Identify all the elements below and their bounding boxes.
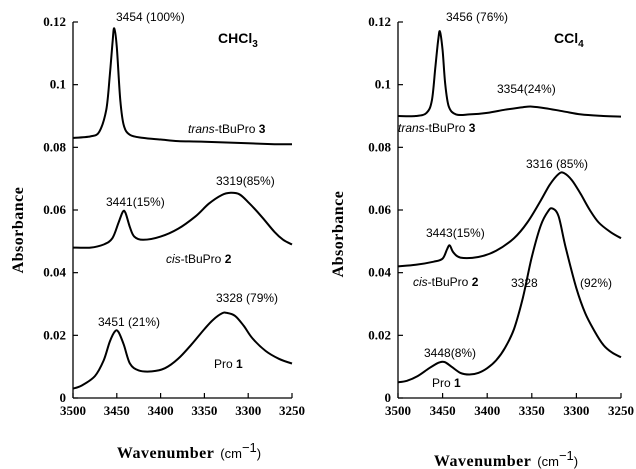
x-axis-title: Wavenumber (cm−1) xyxy=(434,448,578,469)
peak-label-3456: 3456 (76%) xyxy=(446,10,508,24)
series-label-trans-tbupro-3: trans-tBuPro 3 xyxy=(398,121,476,135)
panel-title: CHCl3 xyxy=(218,30,258,50)
y-tick-label: 0.08 xyxy=(43,139,66,154)
y-tick-label: 0.1 xyxy=(50,77,66,92)
x-tick-label: 3500 xyxy=(60,403,86,418)
x-tick-label: 3250 xyxy=(279,403,305,418)
x-tick-label: 3500 xyxy=(385,403,411,418)
series-label-pro-1: Pro 1 xyxy=(432,376,461,390)
x-tick-label: 3300 xyxy=(563,403,589,418)
y-tick-label: 0.04 xyxy=(43,265,66,280)
series-label-trans-tbupro-3: trans-tBuPro 3 xyxy=(188,122,266,136)
x-tick-label: 3400 xyxy=(148,403,174,418)
y-tick-label: 0 xyxy=(385,390,392,405)
panel-ccl4: Absorbance 0 0.02 0.04 0.06 0.08 0.1 0.12 3500… xyxy=(330,10,634,469)
x-tick-label: 3350 xyxy=(519,403,545,418)
y-tick-label: 0.06 xyxy=(43,202,66,217)
x-tick-label: 3400 xyxy=(474,403,500,418)
spectrum-line-1 xyxy=(72,191,293,249)
y-ticks: 0 0.02 0.04 0.06 0.08 0.1 0.12 xyxy=(43,14,78,405)
peak-label-3328: 3328 (79%) xyxy=(216,291,278,305)
y-tick-label: 0.08 xyxy=(368,139,391,154)
x-ticks: 3500 3450 3400 3350 3300 3250 xyxy=(60,393,305,418)
curves xyxy=(397,30,622,384)
peak-label-3448: 3448(8%) xyxy=(424,346,476,360)
x-tick-label: 3300 xyxy=(235,403,261,418)
series-label-pro-1: Pro 1 xyxy=(214,357,243,371)
x-axis-title: Wavenumber (cm−1) xyxy=(117,440,261,462)
spectrum-line-2 xyxy=(72,311,293,390)
x-tick-label: 3250 xyxy=(608,403,634,418)
y-tick-label: 0.02 xyxy=(43,327,66,342)
y-tick-label: 0.06 xyxy=(368,202,391,217)
peak-label-92pct: (92%) xyxy=(580,276,612,290)
curves xyxy=(72,27,293,390)
spectrum-line-0 xyxy=(72,27,293,146)
series-label-cis-tbupro-2: cis-tBuPro 2 xyxy=(166,252,232,266)
peak-label-3451: 3451 (21%) xyxy=(98,315,160,329)
peak-label-3443: 3443(15%) xyxy=(426,226,485,240)
x-ticks: 3500 3450 3400 3350 3300 3250 xyxy=(385,393,634,418)
peak-label-3328-ccl4: 3328 xyxy=(511,276,538,290)
y-tick-label: 0.1 xyxy=(375,77,391,92)
peak-label-3316: 3316 (85%) xyxy=(526,157,588,171)
spectrum-line-1 xyxy=(397,171,622,268)
spectrum-line-0 xyxy=(397,30,622,118)
x-tick-label: 3450 xyxy=(104,403,130,418)
y-tick-label: 0.02 xyxy=(368,327,391,342)
panel-title: CCl4 xyxy=(554,30,584,50)
peak-label-3354: 3354(24%) xyxy=(497,82,556,96)
peak-label-3441: 3441(15%) xyxy=(106,195,165,209)
x-tick-label: 3450 xyxy=(430,403,456,418)
y-tick-label: 0 xyxy=(60,390,67,405)
y-ticks: 0 0.02 0.04 0.06 0.08 0.1 0.12 xyxy=(368,14,403,405)
spectrum-line-2 xyxy=(397,207,622,384)
series-label-cis-tbupro-2: cis-tBuPro 2 xyxy=(413,275,479,289)
y-axis-title: Absorbance xyxy=(10,187,27,274)
peak-label-3454: 3454 (100%) xyxy=(116,10,185,24)
y-tick-label: 0.12 xyxy=(43,14,66,29)
peak-label-3319: 3319(85%) xyxy=(216,174,275,188)
panel-chcl3: Absorbance 0 0.02 0.04 0.06 0.08 0.1 0.12 3500… xyxy=(10,10,305,462)
y-tick-label: 0.12 xyxy=(368,14,391,29)
y-axis-title: Absorbance xyxy=(330,191,347,278)
x-tick-label: 3350 xyxy=(191,403,217,418)
y-tick-label: 0.04 xyxy=(368,265,391,280)
